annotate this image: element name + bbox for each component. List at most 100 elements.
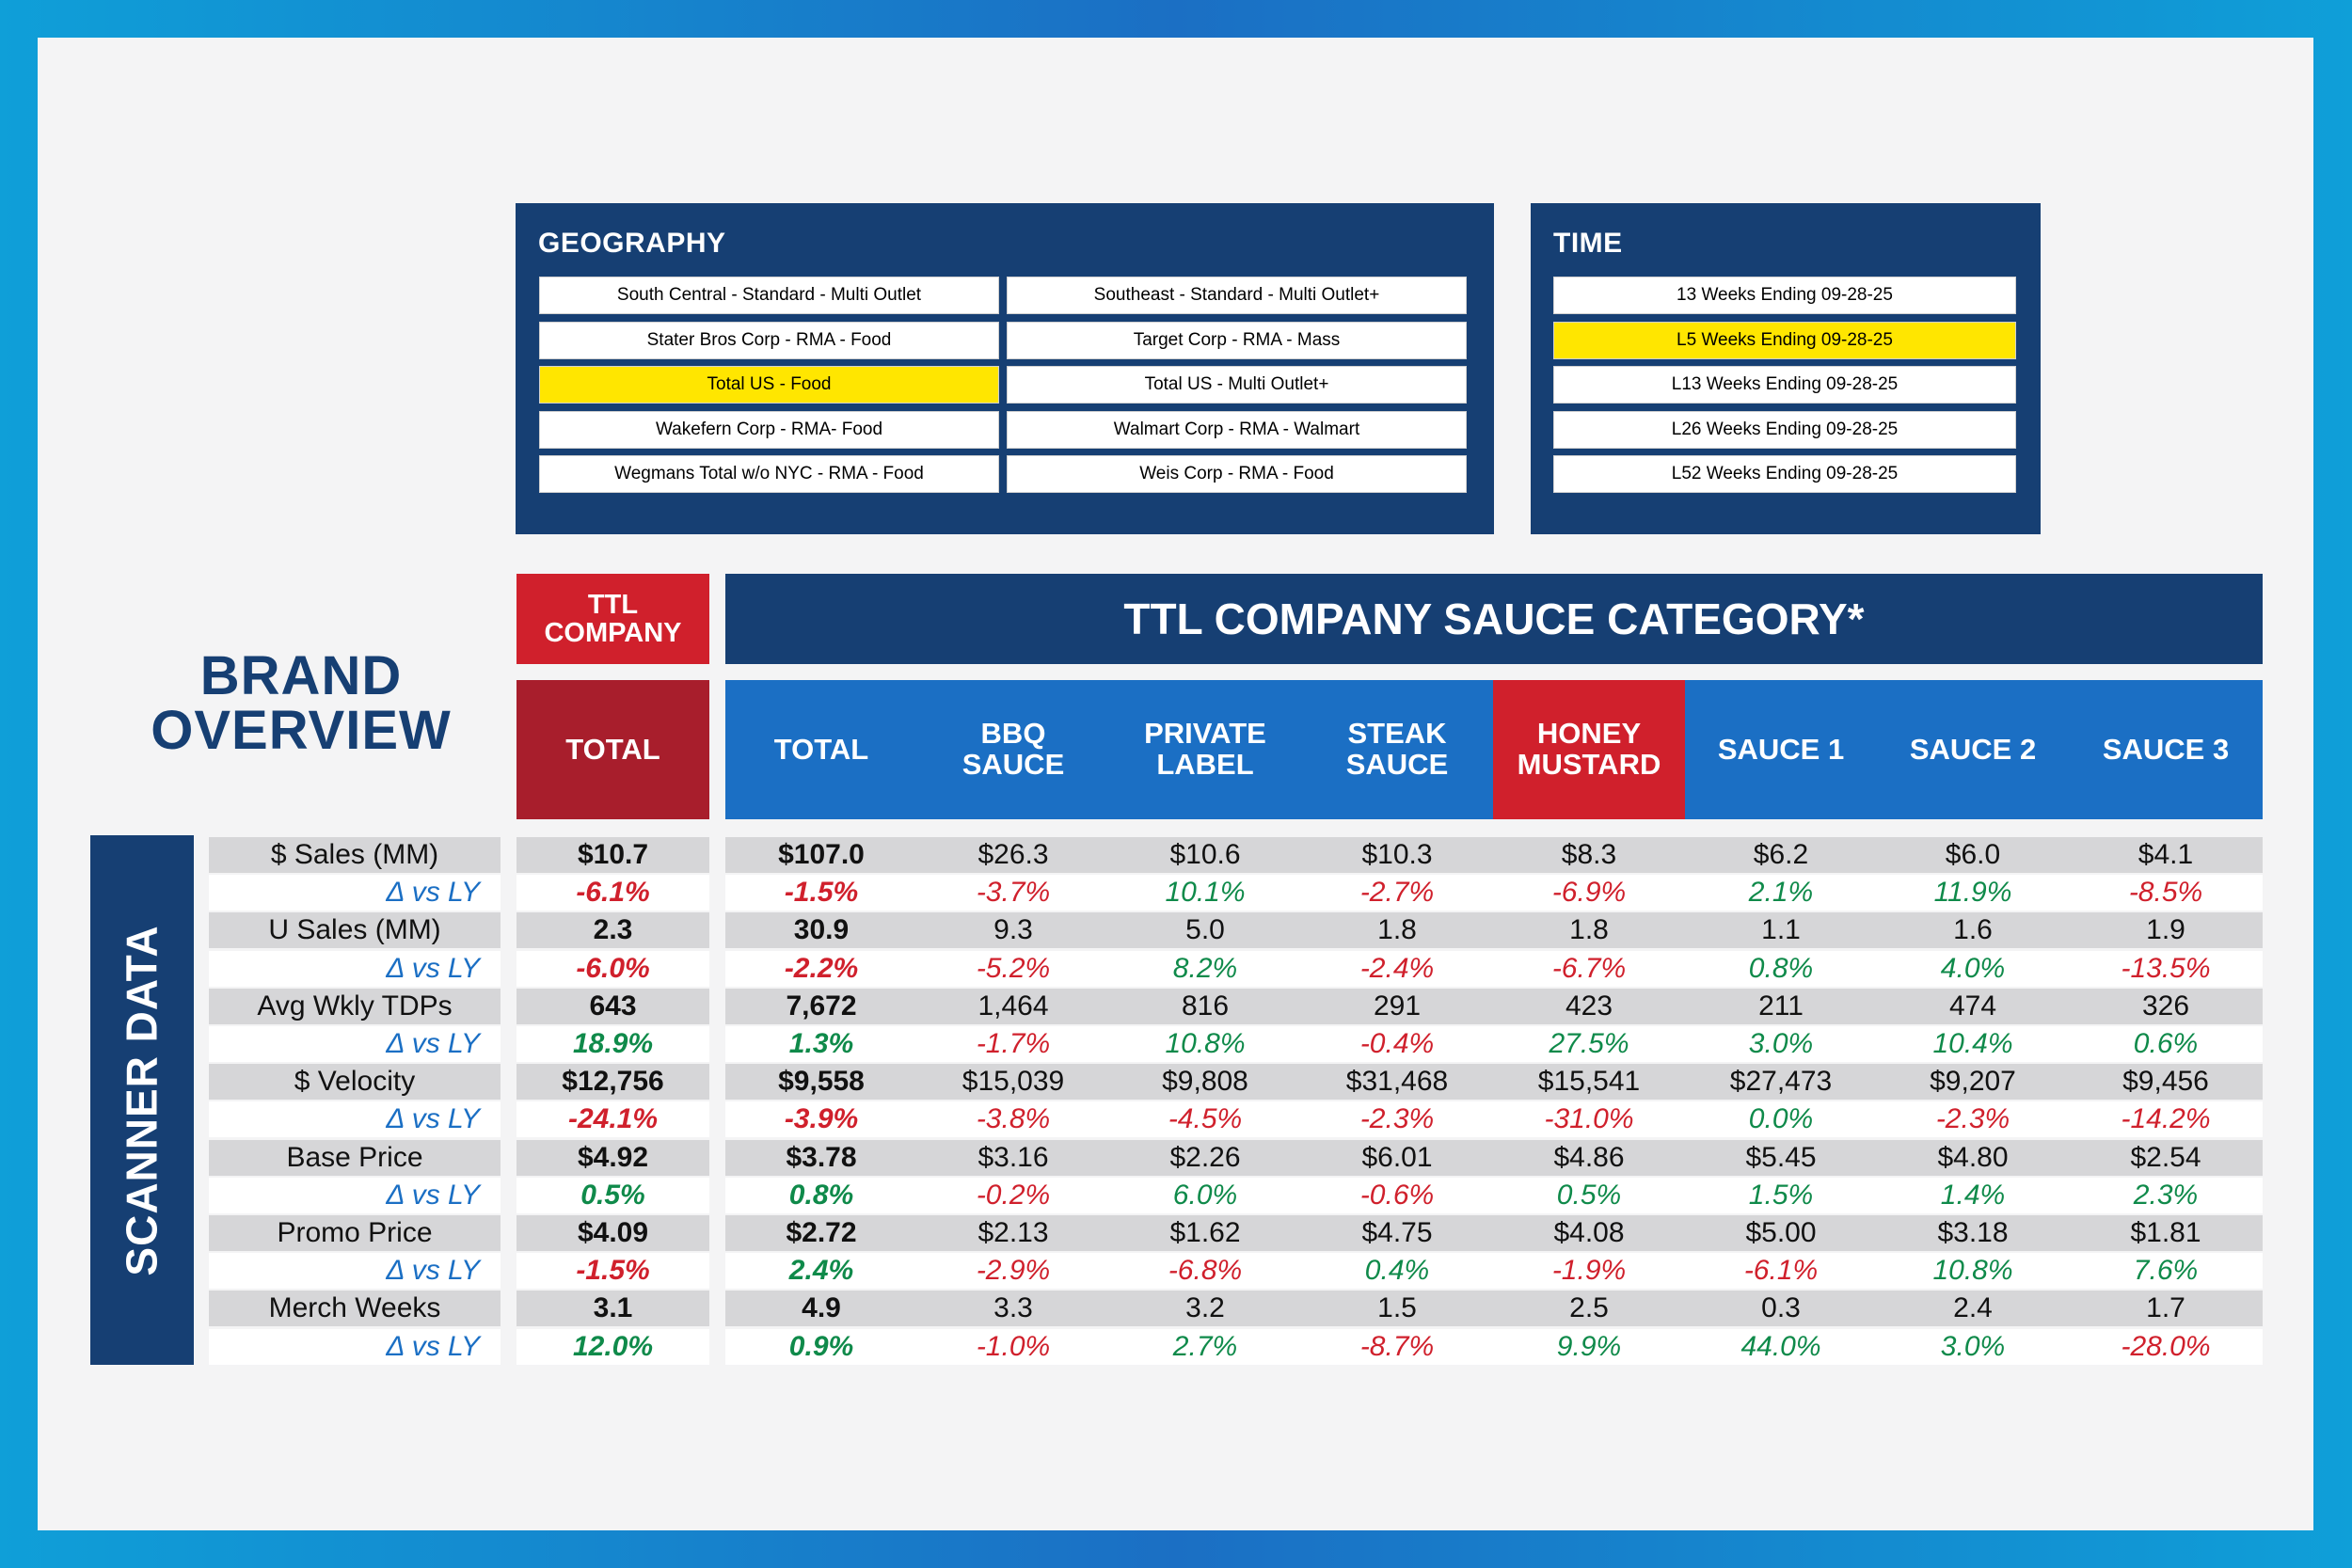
geography-option[interactable]: Total US - Multi Outlet+ bbox=[1007, 366, 1467, 404]
table-cell: $9,558 bbox=[725, 1064, 917, 1101]
column-header-line2: SAUCE bbox=[961, 748, 1065, 781]
table-cell: $27,473 bbox=[1685, 1064, 1877, 1101]
table-cell: -1.9% bbox=[1493, 1253, 1685, 1290]
row-label: Δ vs LY bbox=[209, 1101, 501, 1138]
table-cell: $4.09 bbox=[516, 1215, 709, 1251]
table-cell: -6.9% bbox=[1493, 875, 1685, 911]
time-option[interactable]: L13 Weeks Ending 09-28-25 bbox=[1553, 366, 2016, 404]
table-cell: $5.00 bbox=[1685, 1215, 1877, 1251]
table-cell: 423 bbox=[1493, 988, 1685, 1024]
table-row: Δ vs LY 0.5% 0.8% -0.2% 6.0% -0.6% 0.5% 1.5% 1.4… bbox=[0, 1177, 2352, 1215]
table-cell: $3.78 bbox=[725, 1139, 917, 1176]
table-row: Δ vs LY 12.0% 0.9% -1.0% 2.7% -8.7% 9.9% 44.0% 3… bbox=[0, 1328, 2352, 1367]
time-option[interactable]: L26 Weeks Ending 09-28-25 bbox=[1553, 410, 2016, 449]
table-cell: 1,464 bbox=[917, 988, 1109, 1024]
table-cell: $10.6 bbox=[1109, 837, 1301, 873]
table-row: Merch Weeks 3.1 4.9 3.3 3.2 1.5 2.5 0.3 2.4 1.7 bbox=[0, 1291, 2352, 1328]
table-row: Δ vs LY -6.0% -2.2% -5.2% 8.2% -2.4% -6.7% 0.8%… bbox=[0, 950, 2352, 989]
scanner-data-label: SCANNER DATA bbox=[90, 835, 194, 1365]
column-header-line1: TOTAL bbox=[565, 732, 660, 766]
geography-option[interactable]: Stater Bros Corp - RMA - Food bbox=[539, 321, 999, 359]
column-header: HONEY MUSTARD bbox=[1493, 680, 1685, 819]
table-cell: $1.81 bbox=[2069, 1215, 2263, 1251]
table-cell: 2.4 bbox=[1877, 1291, 2069, 1327]
table-cell: $15,039 bbox=[917, 1064, 1109, 1101]
time-option[interactable]: 13 Weeks Ending 09-28-25 bbox=[1553, 277, 2016, 314]
table-row: $ Velocity $12,756 $9,558 $15,039 $9,808 $31,… bbox=[0, 1064, 2352, 1101]
row-label: Δ vs LY bbox=[209, 1253, 501, 1290]
table-cell: 11.9% bbox=[1877, 875, 2069, 911]
table-cell: 1.9 bbox=[2069, 912, 2263, 949]
geography-option[interactable]: Walmart Corp - RMA - Walmart bbox=[1007, 410, 1467, 449]
table-row: Avg Wkly TDPs 643 7,672 1,464 816 291 423 211 47… bbox=[0, 988, 2352, 1026]
table-cell: 1.6 bbox=[1877, 912, 2069, 949]
geography-option[interactable]: South Central - Standard - Multi Outlet bbox=[539, 277, 999, 314]
row-label: Δ vs LY bbox=[209, 1177, 501, 1213]
table-cell: -2.4% bbox=[1301, 950, 1493, 987]
table-cell: -2.7% bbox=[1301, 875, 1493, 911]
column-header-line2: LABEL bbox=[1156, 748, 1254, 781]
table-cell: 44.0% bbox=[1685, 1328, 1877, 1365]
table-cell: -1.5% bbox=[516, 1253, 709, 1290]
table-cell: $31,468 bbox=[1301, 1064, 1493, 1101]
table-cell: 0.0% bbox=[1685, 1101, 1877, 1138]
table-cell: $4.86 bbox=[1493, 1139, 1685, 1176]
table-cell: 18.9% bbox=[516, 1026, 709, 1062]
geography-option[interactable]: Total US - Food bbox=[539, 366, 999, 404]
table-cell: 3.2 bbox=[1109, 1291, 1301, 1327]
table-cell: 9.3 bbox=[917, 912, 1109, 949]
table-cell: 1.8 bbox=[1493, 912, 1685, 949]
table-cell: $6.2 bbox=[1685, 837, 1877, 873]
table-cell: $6.01 bbox=[1301, 1139, 1493, 1176]
table-cell: 1.4% bbox=[1877, 1177, 2069, 1213]
table-cell: 0.4% bbox=[1301, 1253, 1493, 1290]
table-cell: 2.1% bbox=[1685, 875, 1877, 911]
geography-option[interactable]: Target Corp - RMA - Mass bbox=[1007, 321, 1467, 359]
table-cell: 3.0% bbox=[1685, 1026, 1877, 1062]
geography-option[interactable]: Weis Corp - RMA - Food bbox=[1007, 455, 1467, 493]
column-header: TOTAL bbox=[725, 680, 917, 819]
table-cell: $2.13 bbox=[917, 1215, 1109, 1251]
geography-option[interactable]: Wakefern Corp - RMA- Food bbox=[539, 410, 999, 449]
column-header-line1: PRIVATE bbox=[1144, 717, 1266, 751]
table-cell: 1.5% bbox=[1685, 1177, 1877, 1213]
table-cell: $10.3 bbox=[1301, 837, 1493, 873]
row-label: Δ vs LY bbox=[209, 1328, 501, 1365]
brand-title-line1: BRAND bbox=[199, 645, 403, 706]
table-cell: 10.1% bbox=[1109, 875, 1301, 911]
table-cell: 5.0 bbox=[1109, 912, 1301, 949]
column-header-line1: SAUCE 3 bbox=[2102, 732, 2230, 766]
table-cell: -8.5% bbox=[2069, 875, 2263, 911]
table-cell: $6.0 bbox=[1877, 837, 2069, 873]
table-cell: 474 bbox=[1877, 988, 2069, 1024]
column-header-line1: TOTAL bbox=[773, 732, 869, 766]
table-cell: -6.1% bbox=[516, 875, 709, 911]
table-cell: 10.4% bbox=[1877, 1026, 2069, 1062]
table-cell: 211 bbox=[1685, 988, 1877, 1024]
geography-option[interactable]: Southeast - Standard - Multi Outlet+ bbox=[1007, 277, 1467, 314]
table-cell: 27.5% bbox=[1493, 1026, 1685, 1062]
table-cell: -1.0% bbox=[917, 1328, 1109, 1365]
table-cell: 7,672 bbox=[725, 988, 917, 1024]
table-cell: -6.7% bbox=[1493, 950, 1685, 987]
table-cell: 9.9% bbox=[1493, 1328, 1685, 1365]
table-cell: $26.3 bbox=[917, 837, 1109, 873]
table-cell: $15,541 bbox=[1493, 1064, 1685, 1101]
table-cell: 1.8 bbox=[1301, 912, 1493, 949]
table-cell: 326 bbox=[2069, 988, 2263, 1024]
table-cell: 816 bbox=[1109, 988, 1301, 1024]
table-cell: -2.2% bbox=[725, 950, 917, 987]
table-cell: -4.5% bbox=[1109, 1101, 1301, 1138]
time-option[interactable]: L52 Weeks Ending 09-28-25 bbox=[1553, 455, 2016, 493]
column-header: PRIVATE LABEL bbox=[1109, 680, 1301, 819]
row-label: Merch Weeks bbox=[209, 1291, 501, 1327]
table-cell: 10.8% bbox=[1109, 1026, 1301, 1062]
brand-overview-title: BRAND OVERVIEW bbox=[132, 649, 470, 758]
table-cell: -0.2% bbox=[917, 1177, 1109, 1213]
table-cell: 2.4% bbox=[725, 1253, 917, 1290]
geography-option[interactable]: Wegmans Total w/o NYC - RMA - Food bbox=[539, 455, 999, 493]
row-label: Δ vs LY bbox=[209, 875, 501, 911]
time-option[interactable]: L5 Weeks Ending 09-28-25 bbox=[1553, 321, 2016, 359]
column-header-line1: SAUCE 2 bbox=[1909, 732, 2037, 766]
table-cell: $3.16 bbox=[917, 1139, 1109, 1176]
